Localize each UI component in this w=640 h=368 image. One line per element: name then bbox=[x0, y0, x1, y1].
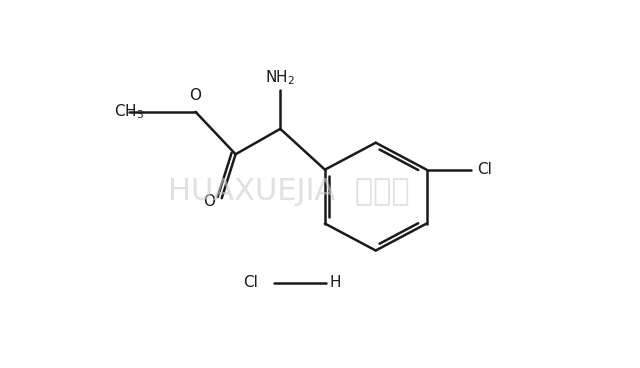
Text: H: H bbox=[330, 275, 342, 290]
Text: HUAXUEJIA  化学加: HUAXUEJIA 化学加 bbox=[168, 177, 410, 206]
Text: O: O bbox=[189, 88, 202, 103]
Text: O: O bbox=[204, 194, 216, 209]
Text: Cl: Cl bbox=[477, 162, 492, 177]
Text: Cl: Cl bbox=[244, 275, 259, 290]
Text: NH$_2$: NH$_2$ bbox=[265, 68, 296, 86]
Text: CH$_3$: CH$_3$ bbox=[115, 103, 145, 121]
